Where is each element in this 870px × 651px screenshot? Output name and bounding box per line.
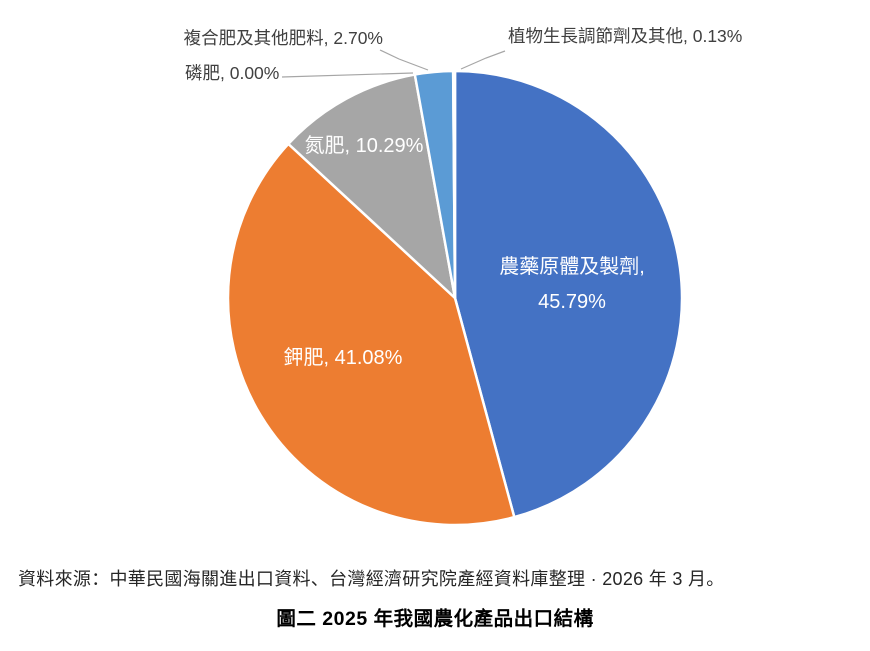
data-label-potash: 鉀肥, 41.08% — [284, 346, 403, 369]
pie-slice-growth-regulator — [451, 69, 457, 300]
pie-slice-nitrogen — [287, 73, 457, 300]
leader-line-phosphate — [281, 72, 414, 78]
pie-slice-potash — [226, 142, 516, 527]
leader-line-compound-fertilizer — [379, 49, 429, 71]
pie-slices — [226, 69, 684, 527]
leader-line-growth-regulator — [460, 50, 506, 70]
pie-chart: 農藥原體及製劑, 45.79% 鉀肥, 41.08% 氮肥, 10.29% 磷肥, 0.… — [184, 26, 743, 527]
data-label-compound-fertilizer: 複合肥及其他肥料, 2.70% — [184, 28, 383, 48]
data-labels: 農藥原體及製劑, 45.79% 鉀肥, 41.08% 氮肥, 10.29% 磷肥, 0.… — [184, 26, 743, 369]
pie-slice-pesticides — [453, 69, 684, 519]
figure-caption: 圖二 2025 年我國農化產品出口結構 — [276, 608, 594, 630]
data-label-growth-regulator: 植物生長調節劑及其他, 0.13% — [508, 26, 742, 46]
leader-lines — [281, 49, 506, 78]
data-label-pesticides: 農藥原體及製劑, 45.79% — [499, 255, 645, 313]
data-label-phosphate: 磷肥, 0.00% — [185, 63, 279, 83]
source-note: 資料來源：中華民國海關進出口資料、台灣經濟研究院產經資料庫整理 · 2026 年… — [18, 569, 725, 589]
data-label-nitrogen: 氮肥, 10.29% — [305, 134, 424, 157]
